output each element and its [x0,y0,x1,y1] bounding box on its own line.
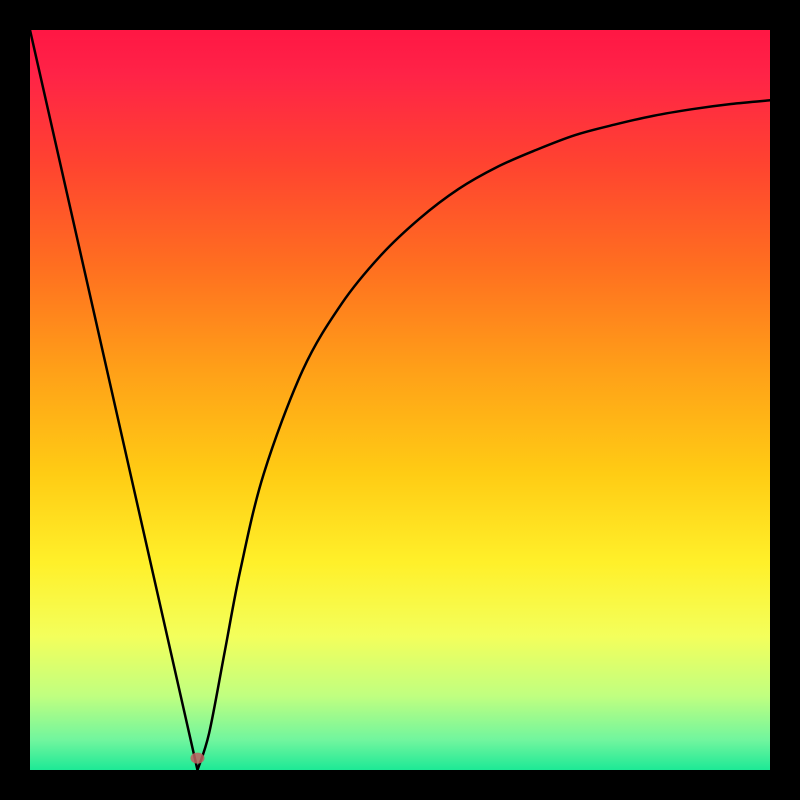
chart-svg [0,0,800,800]
optimal-point-marker [190,753,204,764]
page-root: TheBottleneck.com [0,0,800,800]
bottleneck-chart [0,0,800,800]
